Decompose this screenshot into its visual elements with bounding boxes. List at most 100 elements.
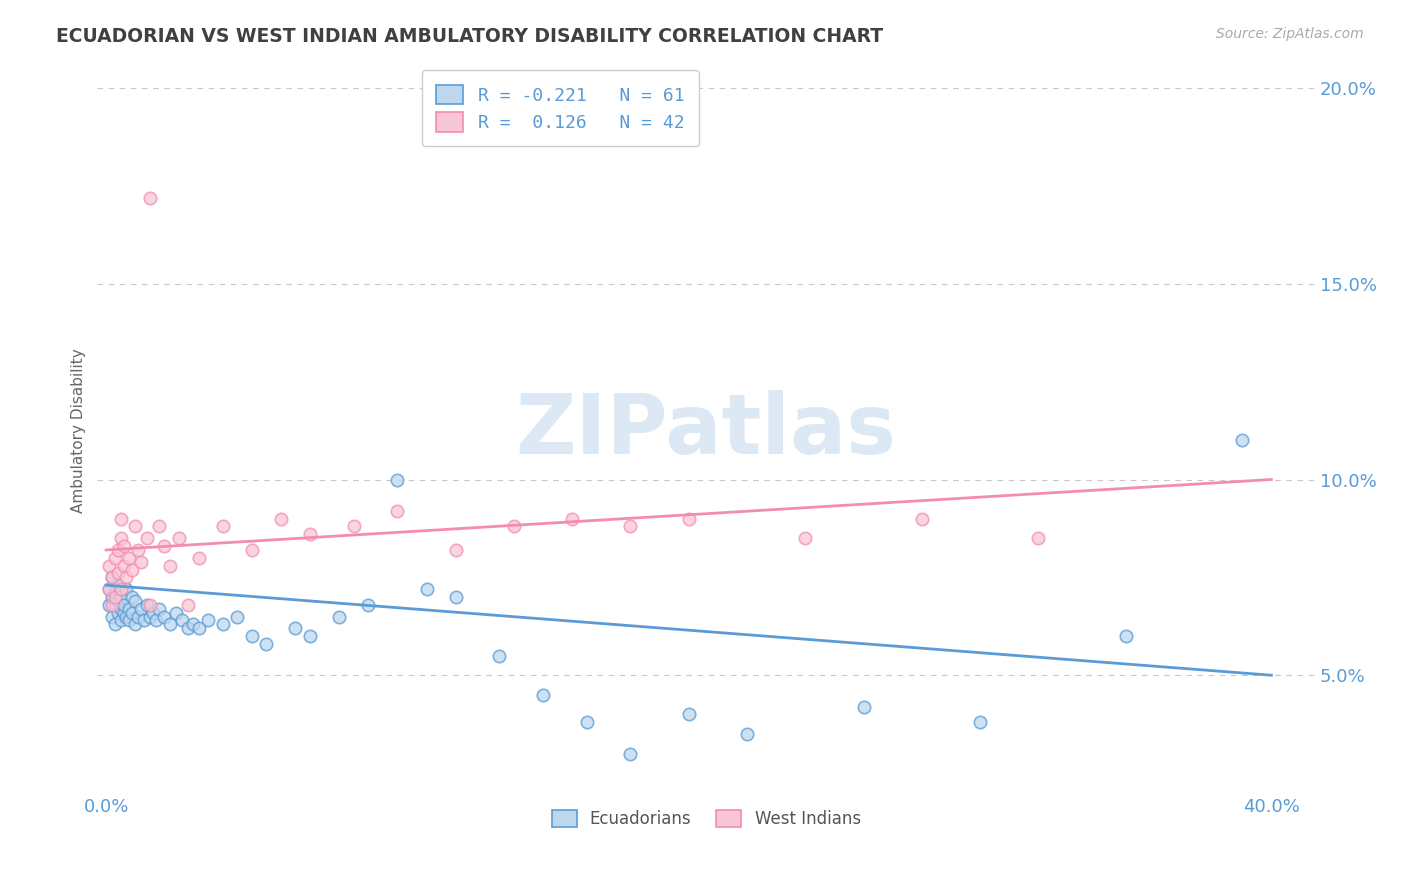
Point xyxy=(112,558,135,573)
Point xyxy=(183,617,205,632)
Point xyxy=(444,543,467,558)
Point xyxy=(124,519,146,533)
Point xyxy=(145,614,167,628)
Point xyxy=(127,609,149,624)
Point xyxy=(110,531,132,545)
Point xyxy=(110,582,132,596)
Point xyxy=(129,555,152,569)
Point xyxy=(387,504,409,518)
Point xyxy=(101,570,124,584)
Point xyxy=(101,598,124,612)
Point xyxy=(176,621,198,635)
Point xyxy=(135,531,157,545)
Point xyxy=(678,707,700,722)
Point xyxy=(531,688,554,702)
Point xyxy=(165,606,187,620)
Point xyxy=(188,550,211,565)
Point xyxy=(132,614,155,628)
Point xyxy=(284,621,307,635)
Point xyxy=(104,617,127,632)
Point xyxy=(159,617,181,632)
Point xyxy=(619,747,641,761)
Point xyxy=(110,601,132,615)
Point xyxy=(153,539,176,553)
Point xyxy=(118,550,141,565)
Point xyxy=(415,582,437,596)
Point xyxy=(444,590,467,604)
Point xyxy=(112,606,135,620)
Point xyxy=(387,473,409,487)
Point xyxy=(176,598,198,612)
Point xyxy=(127,543,149,558)
Point xyxy=(240,629,263,643)
Point xyxy=(211,617,233,632)
Point xyxy=(129,601,152,615)
Point xyxy=(298,527,321,541)
Point xyxy=(1232,434,1254,448)
Point xyxy=(148,519,170,533)
Point xyxy=(226,609,249,624)
Point xyxy=(159,558,181,573)
Point xyxy=(298,629,321,643)
Point xyxy=(139,191,162,205)
Text: Source: ZipAtlas.com: Source: ZipAtlas.com xyxy=(1216,27,1364,41)
Point xyxy=(188,621,211,635)
Point xyxy=(852,699,875,714)
Point xyxy=(794,531,817,545)
Point xyxy=(121,590,143,604)
Point xyxy=(1115,629,1137,643)
Point xyxy=(139,609,162,624)
Point xyxy=(104,550,127,565)
Text: ZIPatlas: ZIPatlas xyxy=(516,390,897,471)
Point xyxy=(112,598,135,612)
Point xyxy=(107,606,129,620)
Point xyxy=(101,590,124,604)
Point xyxy=(107,578,129,592)
Text: ECUADORIAN VS WEST INDIAN AMBULATORY DISABILITY CORRELATION CHART: ECUADORIAN VS WEST INDIAN AMBULATORY DIS… xyxy=(56,27,883,45)
Point xyxy=(121,563,143,577)
Legend: Ecuadorians, West Indians: Ecuadorians, West Indians xyxy=(546,804,868,835)
Point xyxy=(575,715,598,730)
Y-axis label: Ambulatory Disability: Ambulatory Disability xyxy=(72,348,86,513)
Point xyxy=(115,609,138,624)
Point xyxy=(104,598,127,612)
Point xyxy=(167,531,190,545)
Point xyxy=(107,594,129,608)
Point xyxy=(153,609,176,624)
Point xyxy=(118,601,141,615)
Point xyxy=(678,511,700,525)
Point xyxy=(148,601,170,615)
Point xyxy=(110,590,132,604)
Point xyxy=(98,558,121,573)
Point xyxy=(107,543,129,558)
Point xyxy=(104,586,127,600)
Point xyxy=(911,511,934,525)
Point xyxy=(503,519,526,533)
Point xyxy=(197,614,219,628)
Point xyxy=(124,594,146,608)
Point xyxy=(142,606,165,620)
Point xyxy=(135,598,157,612)
Point xyxy=(98,598,121,612)
Point xyxy=(118,614,141,628)
Point xyxy=(270,511,292,525)
Point xyxy=(343,519,366,533)
Point xyxy=(107,566,129,581)
Point xyxy=(110,511,132,525)
Point xyxy=(561,511,583,525)
Point xyxy=(170,614,193,628)
Point xyxy=(1026,531,1049,545)
Point xyxy=(735,727,758,741)
Point xyxy=(211,519,233,533)
Point xyxy=(969,715,991,730)
Point xyxy=(139,598,162,612)
Point xyxy=(254,637,277,651)
Point xyxy=(328,609,350,624)
Point xyxy=(488,648,510,663)
Point xyxy=(240,543,263,558)
Point xyxy=(121,606,143,620)
Point xyxy=(101,570,124,584)
Point xyxy=(101,609,124,624)
Point xyxy=(110,614,132,628)
Point xyxy=(104,590,127,604)
